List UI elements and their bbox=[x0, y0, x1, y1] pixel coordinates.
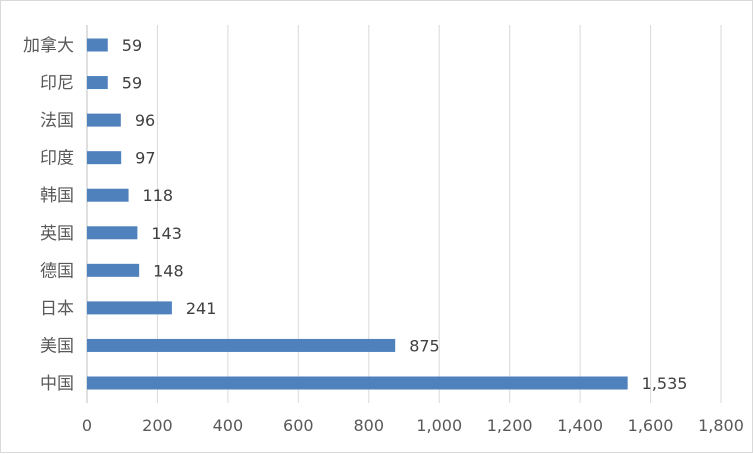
category-label: 印尼 bbox=[40, 74, 74, 94]
bar bbox=[87, 113, 121, 127]
category-label: 日本 bbox=[40, 299, 74, 319]
bar bbox=[87, 76, 108, 90]
bars bbox=[87, 38, 628, 390]
bar bbox=[87, 376, 628, 390]
data-label: 875 bbox=[409, 336, 440, 355]
x-tick-label: 600 bbox=[283, 416, 314, 435]
gridlines bbox=[86, 25, 722, 403]
category-label: 韩国 bbox=[40, 186, 74, 206]
data-label: 148 bbox=[153, 261, 184, 280]
x-tick-label: 1,600 bbox=[628, 416, 674, 435]
category-label: 中国 bbox=[40, 374, 74, 394]
x-tick-label: 800 bbox=[354, 416, 385, 435]
x-tick-label: 0 bbox=[82, 416, 92, 435]
x-tick-labels: 0 200 400 600 800 1,000 1,200 1,400 1,600 1,800 bbox=[82, 416, 744, 435]
category-label: 美国 bbox=[40, 336, 74, 356]
bar bbox=[87, 226, 138, 240]
x-tick-label: 1,400 bbox=[557, 416, 603, 435]
category-label: 英国 bbox=[40, 224, 74, 244]
data-label: 143 bbox=[151, 224, 182, 243]
bar bbox=[87, 188, 129, 202]
category-label: 印度 bbox=[40, 149, 74, 169]
category-label: 加拿大 bbox=[23, 35, 74, 56]
bar bbox=[87, 151, 122, 165]
x-tick-label: 200 bbox=[142, 416, 173, 435]
category-label: 德国 bbox=[40, 261, 74, 281]
data-label: 1,535 bbox=[642, 374, 688, 393]
data-label: 59 bbox=[122, 74, 142, 93]
x-tick-label: 1,200 bbox=[487, 416, 533, 435]
bar bbox=[87, 301, 172, 315]
bar bbox=[87, 263, 140, 277]
bar bbox=[87, 338, 396, 352]
data-label: 97 bbox=[135, 149, 155, 168]
bar bbox=[87, 38, 108, 52]
x-tick-label: 400 bbox=[213, 416, 244, 435]
data-label: 241 bbox=[186, 299, 217, 318]
data-label: 118 bbox=[143, 186, 174, 205]
x-tick-label: 1,000 bbox=[416, 416, 462, 435]
data-label: 59 bbox=[122, 36, 142, 55]
x-tick-label: 1,800 bbox=[698, 416, 744, 435]
data-label: 96 bbox=[135, 111, 155, 130]
category-label: 法国 bbox=[40, 111, 74, 131]
